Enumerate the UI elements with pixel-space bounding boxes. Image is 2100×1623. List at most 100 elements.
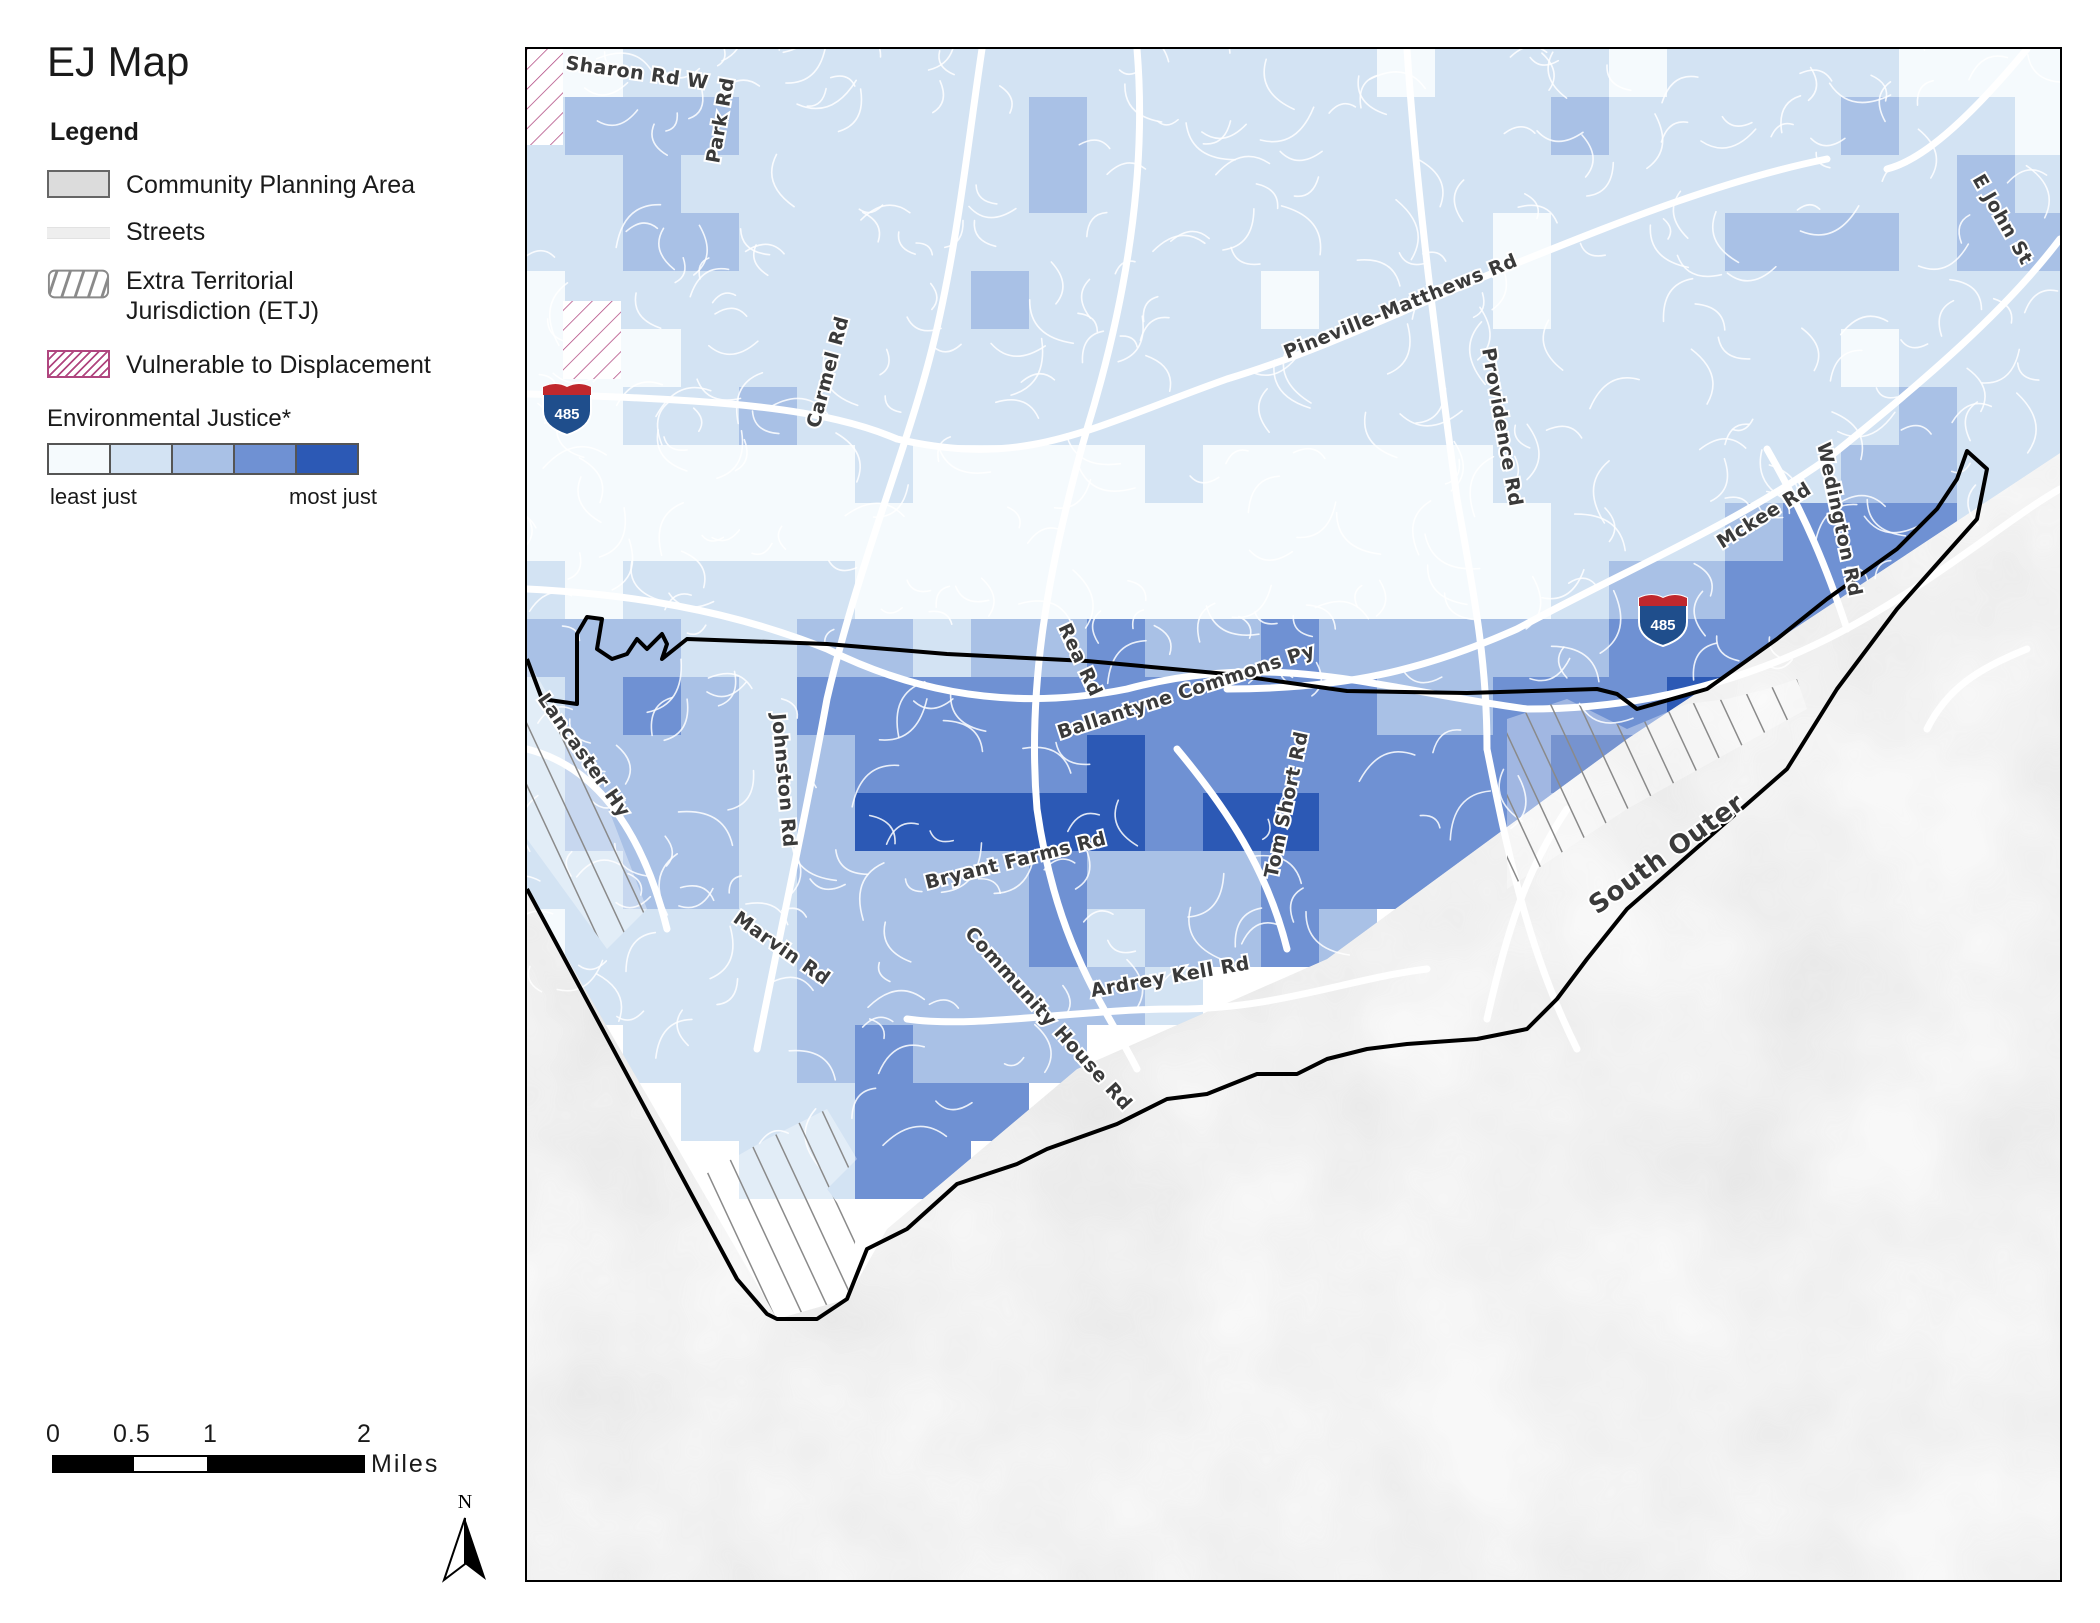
map-canvas[interactable]: Sharon Rd W Park Rd Carmel Rd Pineville-…	[527, 49, 2060, 1580]
ej-grid-cell	[1261, 909, 1319, 967]
ej-grid-cell	[971, 735, 1029, 793]
ej-grid-cell	[1551, 503, 1609, 561]
ej-grid-cell	[1319, 561, 1377, 619]
ej-grid-cell	[1609, 387, 1667, 445]
ej-grid-cell	[1609, 329, 1667, 387]
ej-grid-cell	[1667, 503, 1725, 561]
interstate-shield-icon: 485	[542, 383, 592, 437]
ej-ramp-title: Environmental Justice*	[47, 405, 292, 432]
ej-grid-cell	[565, 155, 623, 213]
ej-grid-cell	[2015, 387, 2060, 445]
ej-grid-cell	[1145, 49, 1203, 97]
ej-grid-cell	[1261, 793, 1319, 851]
ej-grid-cell	[623, 329, 681, 387]
vulnerable-hatch-swatch	[47, 350, 110, 378]
ej-grid-cell	[2015, 97, 2060, 155]
svg-text:485: 485	[554, 406, 579, 423]
ej-grid-cell	[1261, 445, 1319, 503]
ej-grid-cell	[797, 735, 855, 793]
ej-grid-cell	[1783, 387, 1841, 445]
ej-grid-cell	[1029, 561, 1087, 619]
ej-grid-cell	[1319, 735, 1377, 793]
ej-grid-cell	[1319, 213, 1377, 271]
ej-grid-cell	[1493, 561, 1551, 619]
ej-grid-cell	[1319, 97, 1377, 155]
ej-grid-cell	[1957, 213, 2015, 271]
map-title: EJ Map	[47, 38, 190, 85]
ej-grid-cell	[797, 851, 855, 909]
ej-grid-cell	[739, 213, 797, 271]
streets-swatch	[47, 225, 110, 239]
ej-grid-cell	[1377, 503, 1435, 561]
legend-heading: Legend	[50, 118, 139, 146]
ej-grid-cell	[623, 213, 681, 271]
ej-grid-cell	[1203, 561, 1261, 619]
ej-ramp-low-label: least just	[50, 484, 137, 509]
ej-grid-cell	[1841, 387, 1899, 445]
ej-grid-cell	[913, 793, 971, 851]
ej-grid-cell	[971, 271, 1029, 329]
ej-grid-cell	[913, 1083, 971, 1141]
ej-grid-cell	[1377, 561, 1435, 619]
ej-grid-cell	[1087, 909, 1145, 967]
ej-grid-cell	[681, 677, 739, 735]
ej-grid-cell	[1493, 49, 1551, 97]
ej-grid-cell	[681, 271, 739, 329]
ej-grid-cell	[797, 97, 855, 155]
ej-grid-cell	[1841, 329, 1899, 387]
ej-grid-cell	[739, 503, 797, 561]
ej-grid-cell	[1261, 503, 1319, 561]
ej-grid-cell	[971, 329, 1029, 387]
ej-grid-cell	[1435, 49, 1493, 97]
ej-grid-cell	[1029, 97, 1087, 155]
ej-grid-cell	[739, 155, 797, 213]
ej-grid-cell	[1261, 213, 1319, 271]
map-frame[interactable]: Sharon Rd W Park Rd Carmel Rd Pineville-…	[525, 47, 2062, 1582]
ej-grid-cell	[623, 97, 681, 155]
ej-grid-cell	[913, 851, 971, 909]
ej-grid-cell	[1377, 387, 1435, 445]
ej-grid-cell	[623, 271, 681, 329]
ej-grid-cell	[797, 155, 855, 213]
scale-tick: 2	[357, 1420, 372, 1448]
ej-grid-cell	[1087, 851, 1145, 909]
ej-grid-cell	[739, 793, 797, 851]
ej-grid-cell	[1725, 213, 1783, 271]
ej-grid-cell	[623, 735, 681, 793]
ej-grid-cell	[1667, 329, 1725, 387]
ej-grid-cell	[2015, 155, 2060, 213]
ej-grid-cell	[2015, 213, 2060, 271]
ej-grid-cell	[797, 213, 855, 271]
ej-grid-cell	[681, 851, 739, 909]
ej-grid-cell	[971, 155, 1029, 213]
ej-grid-cell	[971, 213, 1029, 271]
ej-grid-cell	[739, 909, 797, 967]
ej-grid-cell	[1899, 213, 1957, 271]
ej-grid-cell	[1145, 445, 1203, 503]
ej-grid-cell	[681, 1083, 739, 1141]
ej-grid-cell	[1551, 271, 1609, 329]
ej-grid-cell	[797, 1025, 855, 1083]
ej-grid-cell	[1261, 49, 1319, 97]
ej-grid-cell	[913, 1025, 971, 1083]
ej-grid-cell	[1319, 793, 1377, 851]
ej-grid-cell	[855, 271, 913, 329]
svg-text:485: 485	[1650, 617, 1675, 634]
ej-grid-cell	[1435, 155, 1493, 213]
ej-grid-cell	[1087, 445, 1145, 503]
ej-grid-cell	[1203, 155, 1261, 213]
ej-ramp-class-5	[297, 445, 357, 473]
north-label: N	[458, 1491, 472, 1513]
ej-grid-cell	[739, 387, 797, 445]
legend-item-label: Vulnerable to Displacement	[126, 351, 431, 379]
ej-grid-cell	[971, 97, 1029, 155]
ej-grid-cell	[1493, 503, 1551, 561]
ej-grid-cell	[681, 213, 739, 271]
ej-grid-cell	[681, 329, 739, 387]
legend-item-label: Community Planning Area	[126, 171, 416, 199]
ej-grid-cell	[527, 271, 565, 329]
ej-grid-cell	[1551, 445, 1609, 503]
ej-grid-cell	[1203, 271, 1261, 329]
ej-grid-cell	[1493, 445, 1551, 503]
ej-grid-cell	[1029, 213, 1087, 271]
